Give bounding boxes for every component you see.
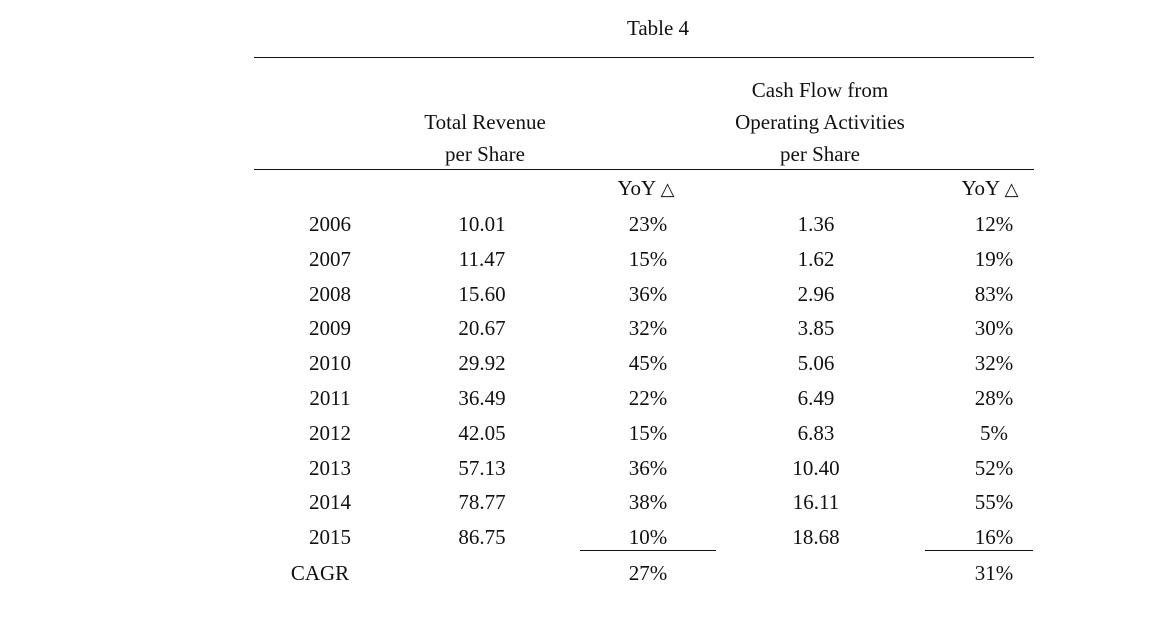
cell-revenue: 11.47 [458, 246, 506, 271]
cell-rev-yoy: 36% [628, 455, 668, 480]
cell-revenue: 57.13 [458, 455, 506, 480]
cell-rev-yoy: 45% [628, 351, 668, 376]
cagr-cf-yoy: 31% [974, 561, 1014, 585]
cf-yoy-underline [925, 550, 1033, 551]
yoy-text: YoY [617, 176, 656, 200]
cell-cf: 1.36 [797, 212, 835, 236]
cell-cf-yoy: 30% [974, 316, 1014, 341]
cell-cf: 6.83 [797, 420, 835, 445]
cell-rev-yoy: 32% [628, 316, 668, 341]
cell-cf: 1.62 [797, 246, 835, 271]
cell-cf-yoy: 12% [974, 212, 1014, 236]
triangle-icon: △ [1004, 179, 1019, 200]
cell-cf: 2.96 [797, 281, 835, 306]
cell-cf-yoy: 32% [974, 351, 1014, 376]
header-line: Cash Flow from [751, 78, 889, 102]
cell-cf-yoy: 52% [974, 455, 1014, 480]
cell-year: 2006 [309, 212, 351, 236]
header-cash-flow: Cash Flow from Operating Activities per … [690, 74, 950, 170]
cagr-label: CAGR [290, 561, 350, 585]
cell-rev-yoy: 38% [628, 490, 668, 515]
cell-cf: 10.40 [792, 455, 840, 480]
cell-revenue: 29.92 [458, 351, 506, 376]
header-rule [254, 169, 1034, 170]
header-total-revenue: Total Revenue per Share [370, 106, 600, 170]
yoy-header-revenue: YoY △ [586, 176, 706, 202]
cell-revenue: 15.60 [458, 281, 506, 306]
cell-revenue: 10.01 [458, 212, 506, 236]
cell-cf: 6.49 [797, 386, 835, 410]
header-line: per Share [445, 142, 525, 166]
cagr-rev-yoy: 27% [628, 561, 668, 585]
cell-rev-yoy: 22% [628, 386, 668, 410]
cell-cf-yoy: 16% [974, 525, 1014, 550]
rev-yoy-underline [580, 550, 716, 551]
table-title: Table 4 [626, 16, 690, 40]
cell-revenue: 20.67 [458, 316, 506, 341]
cell-cf-yoy: 28% [974, 386, 1014, 410]
cell-cf-yoy: 5% [980, 420, 1008, 445]
cell-revenue: 36.49 [458, 386, 506, 410]
cell-rev-yoy: 15% [628, 420, 668, 445]
cell-cf: 5.06 [797, 351, 835, 376]
cell-rev-yoy: 23% [628, 212, 668, 236]
cell-year: 2009 [309, 316, 351, 341]
cell-revenue: 86.75 [458, 525, 506, 550]
cell-year: 2012 [309, 420, 351, 445]
cell-cf-yoy: 83% [974, 281, 1014, 306]
cell-revenue: 42.05 [458, 420, 506, 445]
cell-revenue: 78.77 [458, 490, 506, 515]
triangle-icon: △ [660, 179, 675, 200]
cell-year: 2013 [309, 455, 351, 480]
top-rule [254, 57, 1034, 58]
cell-cf: 18.68 [792, 525, 840, 550]
cell-cf-yoy: 19% [974, 246, 1014, 271]
header-line: Operating Activities [735, 110, 905, 134]
cell-cf-yoy: 55% [974, 490, 1014, 515]
cell-cf: 16.11 [792, 490, 840, 515]
cell-cf: 3.85 [797, 316, 835, 341]
cell-year: 2008 [309, 281, 351, 306]
yoy-text: YoY [961, 176, 1000, 200]
cell-year: 2011 [309, 386, 351, 410]
header-line: per Share [780, 142, 860, 166]
cell-year: 2015 [309, 525, 351, 550]
cell-year: 2010 [309, 351, 351, 376]
yoy-header-cashflow: YoY △ [930, 176, 1050, 202]
cell-year: 2007 [309, 246, 351, 271]
cell-rev-yoy: 15% [628, 246, 668, 271]
header-line: Total Revenue [424, 110, 546, 134]
cell-rev-yoy: 10% [628, 525, 668, 550]
cell-year: 2014 [309, 490, 351, 515]
cell-rev-yoy: 36% [628, 281, 668, 306]
